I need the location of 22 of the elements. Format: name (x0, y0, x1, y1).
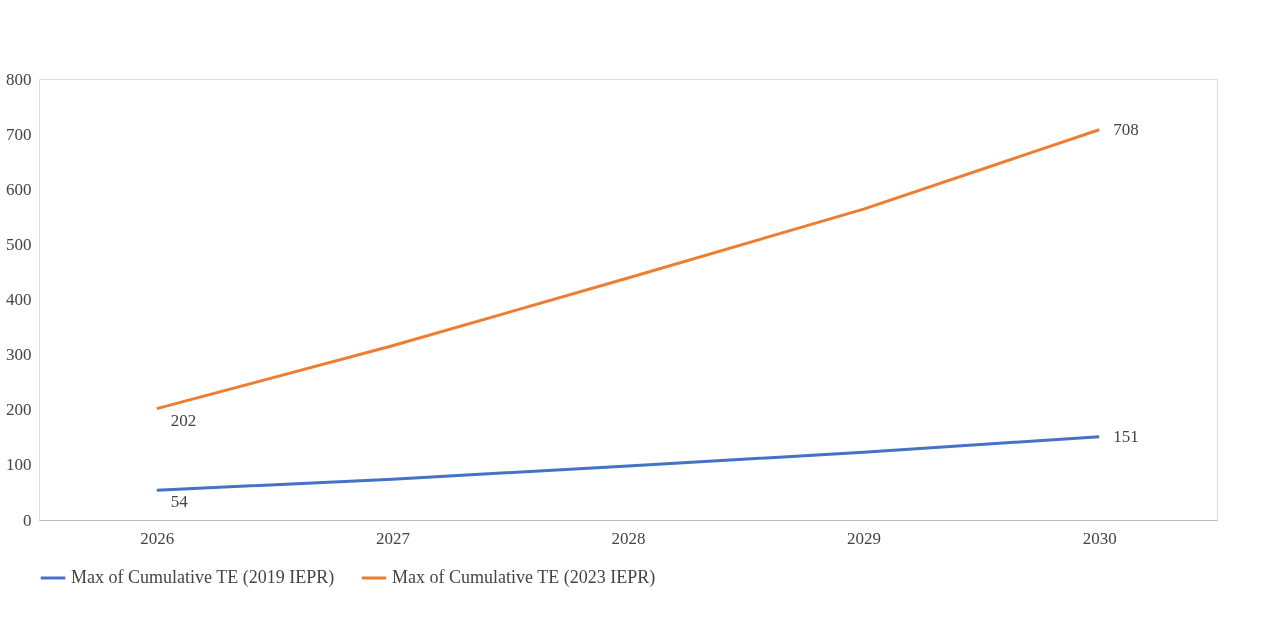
line-series (155, 435, 1101, 492)
y-tick-label: 100 (6, 455, 32, 475)
legend-label: Max of Cumulative TE (2019 IEPR) (71, 567, 335, 588)
y-tick-label: 400 (6, 290, 32, 309)
y-tick-label: 200 (6, 400, 32, 420)
y-tick-label: 500 (6, 234, 32, 254)
y-tick-label: 0 (23, 510, 32, 530)
legend-label: Max of Cumulative TE (2023 IEPR) (392, 567, 656, 588)
y-tick-label: 600 (6, 179, 32, 199)
y-tick-label: 300 (6, 345, 32, 365)
x-tick-label: 2026 (140, 528, 175, 548)
x-tick-label: 2029 (847, 528, 882, 548)
y-tick-label: 800 (6, 69, 32, 89)
data-label: 54 (170, 492, 189, 512)
x-tick-label: 2027 (375, 528, 411, 548)
y-tick-label: 700 (6, 124, 32, 144)
line-series (155, 128, 1101, 411)
data-label: 708 (1113, 119, 1139, 139)
x-tick-label: 2028 (611, 528, 646, 548)
data-label: 202 (170, 410, 197, 430)
x-tick-label: 2030 (1082, 528, 1117, 548)
data-label: 151 (1113, 426, 1139, 446)
